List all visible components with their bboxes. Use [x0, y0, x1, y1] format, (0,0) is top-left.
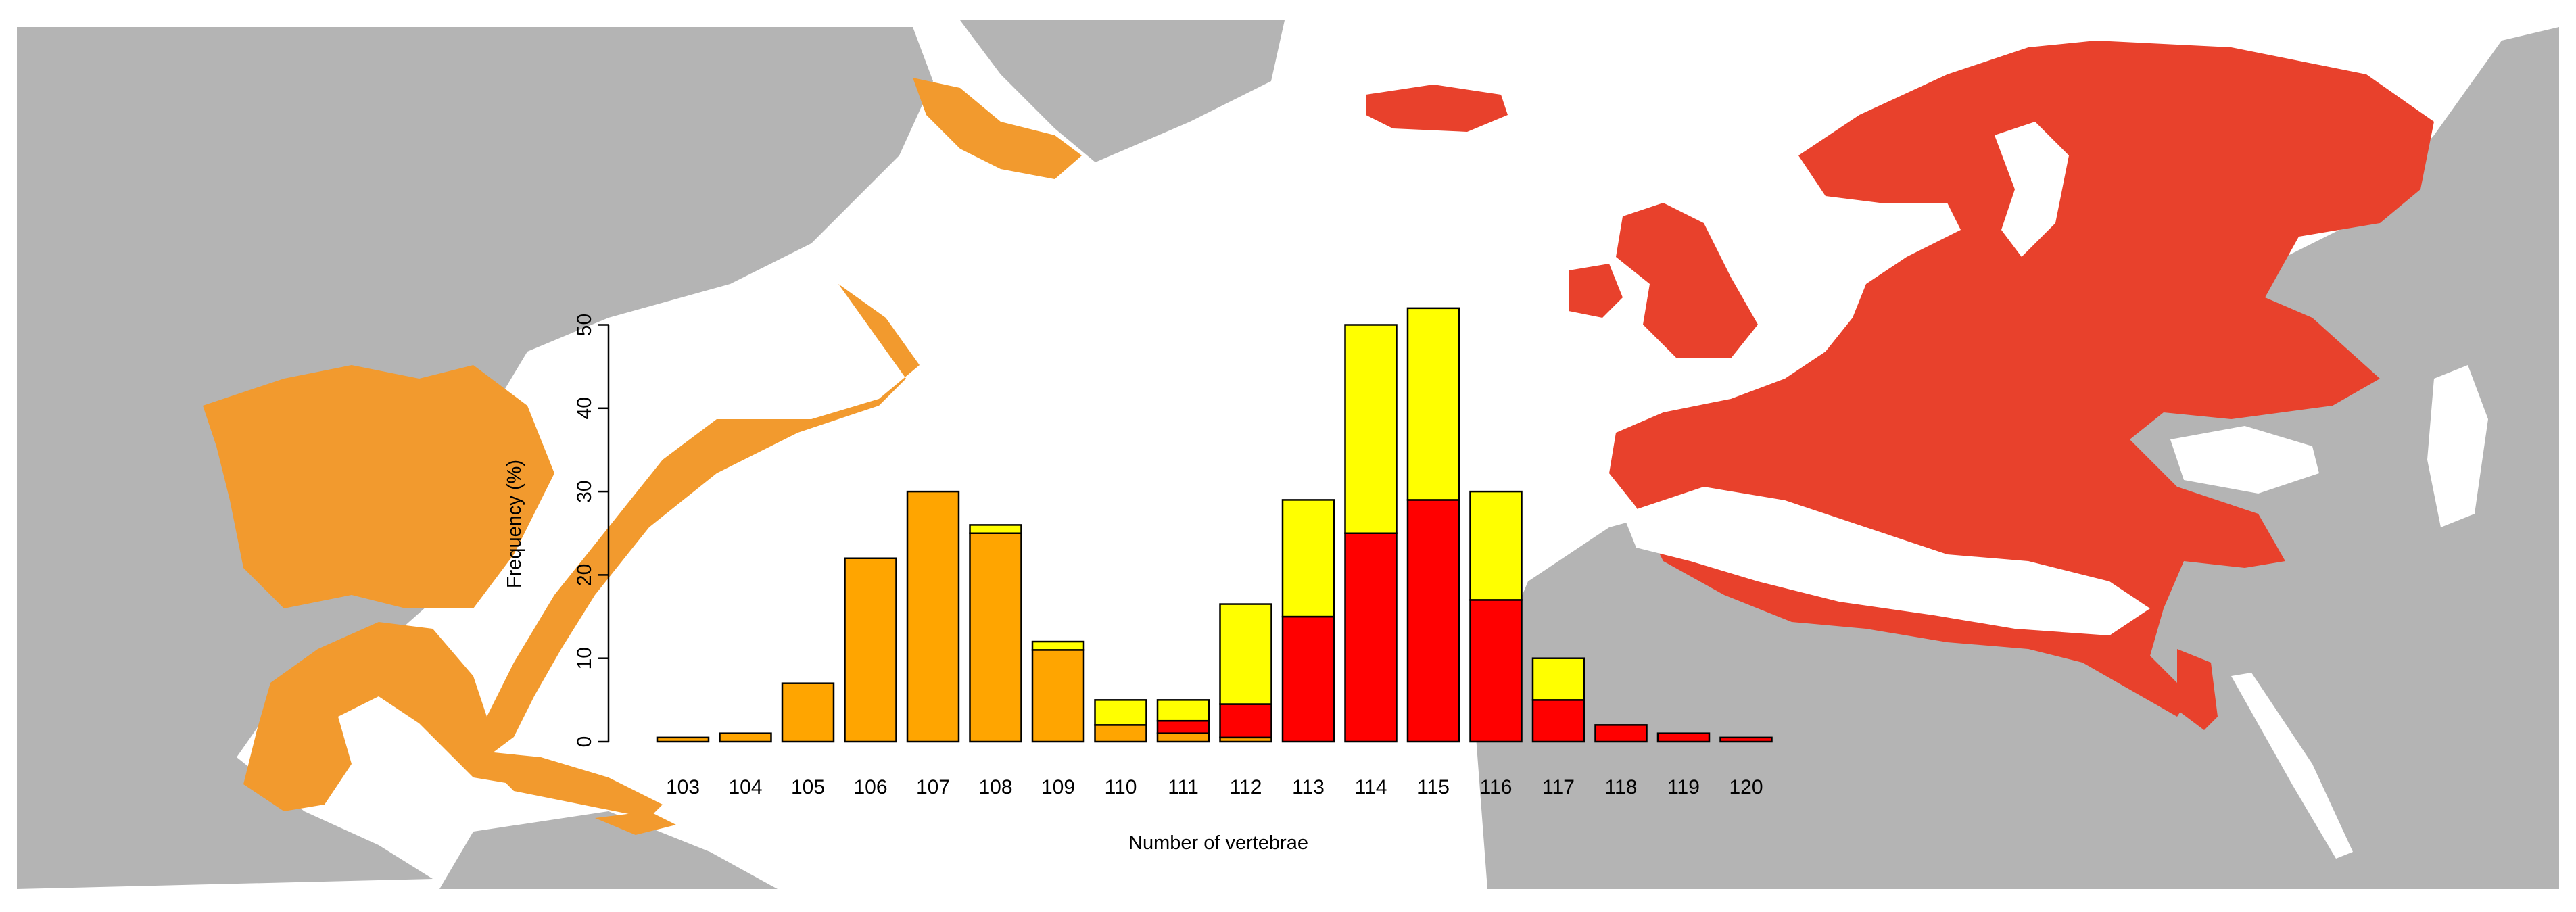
x-tick-label-113: 113 — [1292, 776, 1325, 798]
bar-segment-115-1 — [1406, 499, 1460, 743]
x-tick-label-106: 106 — [853, 776, 887, 798]
bar-segment-116-2 — [1469, 490, 1523, 601]
x-tick-label-107: 107 — [916, 776, 950, 798]
bar-segment-105-0 — [781, 682, 835, 743]
black-sea — [2170, 426, 2319, 494]
x-tick-label-118: 118 — [1605, 776, 1638, 798]
american-range-interior — [203, 365, 554, 608]
x-tick-label-117: 117 — [1542, 776, 1575, 798]
y-axis-label: Frequency (%) — [504, 460, 525, 588]
greenland-land — [960, 20, 1285, 162]
x-tick-label-115: 115 — [1417, 776, 1450, 798]
bar-segment-112-1 — [1219, 703, 1272, 739]
x-tick-label-110: 110 — [1105, 776, 1137, 798]
y-tick-label-0: 0 — [573, 736, 596, 748]
european-range-nile — [2177, 649, 2218, 730]
bar-segment-113-1 — [1281, 615, 1335, 743]
european-range-ireland — [1569, 264, 1623, 318]
bar-segment-111-2 — [1156, 699, 1210, 722]
x-tick-label-119: 119 — [1667, 776, 1700, 798]
x-tick-label-103: 103 — [666, 776, 700, 798]
x-tick-label-114: 114 — [1355, 776, 1387, 798]
mediterranean-sea — [1623, 487, 2150, 635]
bars — [656, 307, 1773, 743]
bar-segment-109-0 — [1031, 649, 1085, 743]
american-range — [243, 284, 920, 811]
bar-segment-118-1 — [1594, 724, 1648, 743]
bar-segment-119-1 — [1656, 732, 1711, 743]
x-tick-label-104: 104 — [728, 776, 762, 798]
bar-segment-108-2 — [969, 524, 1022, 534]
bar-segment-106-0 — [844, 557, 897, 743]
european-range-british-isles — [1616, 203, 1758, 358]
x-tick-label-105: 105 — [791, 776, 825, 798]
bar-segment-111-0 — [1156, 732, 1210, 743]
bar-segment-104-0 — [719, 732, 772, 743]
y-tick-label-30: 30 — [573, 480, 596, 502]
y-tick-label-50: 50 — [573, 314, 596, 336]
baltic-sea — [1995, 122, 2069, 257]
bar-segment-110-2 — [1094, 699, 1147, 726]
bar-segment-113-2 — [1281, 499, 1335, 618]
bar-segment-110-0 — [1094, 724, 1147, 743]
bar-segment-114-2 — [1344, 324, 1398, 534]
bar-segment-107-0 — [906, 490, 960, 743]
bar-segment-114-1 — [1344, 532, 1398, 743]
africa-land — [1487, 581, 2559, 889]
y-ticks: 0 10 20 30 40 50 — [573, 314, 609, 748]
bar-segment-117-1 — [1531, 699, 1585, 743]
bar-segment-112-2 — [1219, 603, 1272, 705]
bar-segment-109-2 — [1031, 640, 1085, 651]
bar-segment-115-2 — [1406, 307, 1460, 501]
south-america-land — [439, 811, 778, 889]
bar-segment-116-1 — [1469, 599, 1523, 743]
x-tick-label-116: 116 — [1480, 776, 1512, 798]
bar-segment-120-1 — [1719, 736, 1773, 743]
x-axis-label: Number of vertebrae — [1128, 832, 1308, 854]
y-axis: 0 10 20 30 40 50 — [573, 314, 610, 748]
american-range-greenland — [913, 78, 1082, 179]
world-map — [17, 17, 2559, 889]
bar-segment-103-0 — [656, 736, 710, 743]
x-tick-label-120: 120 — [1729, 776, 1763, 798]
y-tick-label-40: 40 — [573, 397, 596, 419]
american-range-caribbean — [473, 750, 663, 818]
european-range-iceland — [1366, 85, 1508, 132]
x-tick-label-108: 108 — [978, 776, 1012, 798]
y-tick-label-10: 10 — [573, 647, 596, 669]
x-tick-label-111: 111 — [1168, 776, 1199, 798]
bar-segment-111-1 — [1156, 719, 1210, 734]
bar-segment-108-0 — [969, 532, 1022, 743]
x-tick-label-112: 112 — [1230, 776, 1262, 798]
american-range-caribbean-2 — [595, 811, 676, 835]
x-tick-label-109: 109 — [1041, 776, 1075, 798]
y-tick-label-20: 20 — [573, 564, 596, 586]
x-tick-labels: 103 104 105 106 107 108 109 110 111 112 113 114 115 1… — [666, 776, 1763, 798]
caspian-sea — [2427, 365, 2488, 527]
bar-segment-117-2 — [1531, 657, 1585, 701]
red-sea — [2231, 673, 2353, 859]
